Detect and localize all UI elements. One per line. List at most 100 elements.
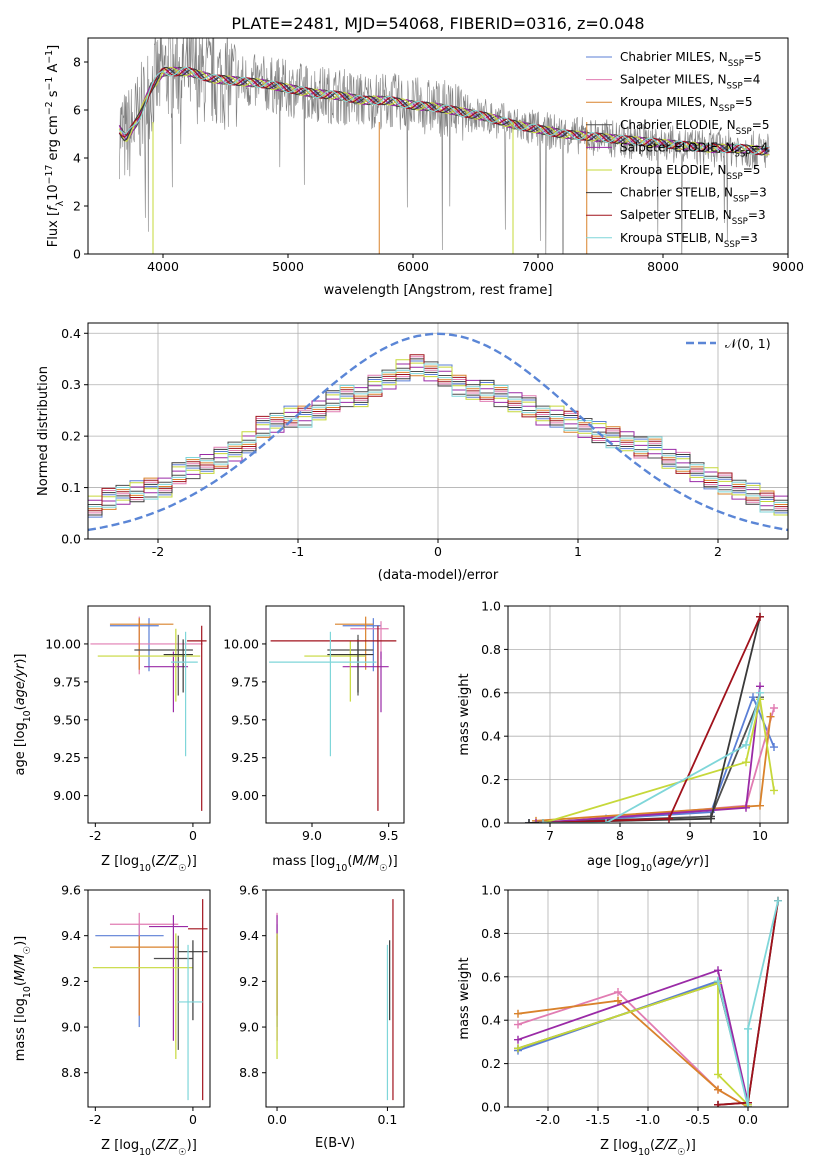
plot-area (90, 616, 207, 811)
label-part: )] (13, 653, 28, 663)
label-part: =4 (751, 140, 769, 154)
x-tick-label: -2 (89, 1112, 101, 1127)
legend-label: Kroupa ELODIE, NSSP=5 (620, 163, 760, 182)
mass-weight-marker (770, 703, 778, 712)
y-axis-label: age [log10(age/yr)] (13, 653, 33, 775)
x-tick-label: 5000 (272, 259, 304, 274)
label-part: =3 (749, 186, 767, 200)
axes-frame: 7 8 9 10 0.0 0.2 0.4 0.6 0.8 1.0 (481, 599, 789, 843)
y-tick-label: 0.8 (481, 642, 501, 657)
x-tick-label: 1 (574, 544, 582, 559)
label-part: ( (151, 1138, 156, 1153)
x-tick-label: 8000 (647, 259, 679, 274)
plot-area (118, 38, 770, 254)
label-part: =4 (743, 73, 761, 87)
x-tick-label: 7 (546, 828, 554, 843)
mass-weight-marker (614, 996, 622, 1005)
label-part: )] (388, 854, 398, 869)
y-tick-label: 9.50 (53, 712, 81, 727)
label-part: )] (686, 1138, 696, 1153)
mass-weight-marker (539, 819, 547, 823)
y-tick-label: 0.4 (61, 326, 81, 341)
legend-label: Chabrier STELIB, NSSP=3 (620, 186, 767, 205)
x-tick-label: 0 (434, 544, 442, 559)
label-part: M/M (352, 854, 379, 869)
label-part: mass [log (13, 998, 28, 1061)
mass-weight-marker (742, 758, 750, 767)
mass-weight-series-5 (542, 699, 775, 823)
legend-label: 𝒩(0, 1) (725, 336, 771, 351)
label-part: 10 (46, 184, 61, 201)
label-part: )] (187, 1138, 197, 1153)
y-tick-label: 9.75 (231, 674, 259, 689)
y-tick-label: 4 (73, 151, 81, 166)
label-part: Chabrier STELIB, N (620, 186, 733, 200)
model-spectrum-8 (119, 66, 770, 155)
axes-spine (87, 889, 211, 1108)
x-tick-label: 0.0 (267, 1112, 287, 1127)
x-axis-label: E(B-V) (315, 1136, 355, 1151)
y-tick-label: 8.8 (239, 1065, 259, 1080)
axes-spine (265, 889, 405, 1108)
label-part: Kroupa STELIB, N (620, 231, 724, 245)
label-part: Salpeter ELODIE, N (620, 140, 734, 154)
label-part: ☉ (22, 946, 33, 954)
model-spectrum-6 (118, 66, 770, 156)
y-tick-label: 0.2 (61, 429, 81, 444)
plot-area (269, 616, 397, 811)
y-tick-label: 9.4 (239, 928, 259, 943)
axes-spine (87, 37, 789, 255)
label-part: Kroupa ELODIE, N (620, 163, 727, 177)
y-tick-label: 9.00 (231, 788, 259, 803)
label-part: −2 (44, 101, 55, 115)
mass-weight-series-8 (543, 692, 761, 823)
y-tick-label: 0.4 (481, 729, 501, 744)
label-part: ☉ (379, 863, 387, 874)
residual-distribution-panel: -2 -1 0 1 2 0.0 0.1 0.2 0.3 0.4 𝒩(0, 1) (data-model… (36, 322, 789, 583)
x-tick-label: 6000 (397, 259, 429, 274)
y-tick-label: 9.0 (239, 1020, 259, 1035)
axes-frame: -2.0 -1.5 -1.0 -0.5 0.0 0.0 0.2 0.4 0.6 0.8 1.0 (481, 883, 789, 1127)
label-part: ☉ (178, 1147, 186, 1158)
y-tick-label: 2 (73, 199, 81, 214)
y-tick-label: 9.2 (61, 974, 81, 989)
y-tick-label: 9.25 (53, 750, 81, 765)
figure-title: PLATE=2481, MJD=54068, FIBERID=0316, z=0… (231, 14, 644, 33)
mass-weight-marker (714, 966, 722, 975)
label-part: 10 (22, 710, 33, 722)
y-tick-label: 0 (73, 247, 81, 262)
y-tick-label: 9.0 (61, 1020, 81, 1035)
x-tick-label: -0.5 (686, 1112, 710, 1127)
x-tick-label: 0 (189, 828, 197, 843)
x-axis-label: Z [log10(Z/Z☉)] (101, 854, 197, 874)
label-part: s (46, 90, 61, 101)
label-part: ( (13, 705, 28, 710)
label-part: SSP (727, 172, 743, 182)
y-axis-label: Flux [fλ10−17 erg cm−2 s−1 A−1] (44, 45, 66, 247)
label-part: −17 (44, 165, 55, 185)
mass-weight-marker (514, 1035, 522, 1044)
label-part: SSP (734, 149, 750, 159)
label-part: )] (13, 936, 28, 946)
y-tick-label: 6 (73, 103, 81, 118)
label-part: SSP (727, 82, 743, 92)
plot-area (92, 899, 208, 1101)
mass-weight-marker (742, 740, 750, 749)
label-part: ( (652, 854, 657, 869)
x-axis-label: age [log10(age/yr)] (587, 854, 709, 874)
y-tick-label: 0.2 (481, 1056, 501, 1071)
mass-weight-marker (742, 803, 750, 812)
plot-area (525, 612, 778, 823)
label-part: SSP (733, 195, 749, 205)
label-part: SSP (728, 59, 744, 69)
x-tick-label: 9 (686, 828, 694, 843)
axes-frame: -2 -1 0 1 2 0.0 0.1 0.2 0.3 0.4 (61, 322, 789, 559)
axes-frame: 4000 5000 6000 7000 8000 9000 0 2 4 6 8 (73, 37, 804, 274)
axes-frame: 9.0 9.5 9.00 9.25 9.50 9.75 10.00 (223, 605, 405, 843)
x-axis-label: (data-model)/error (378, 568, 499, 583)
y-tick-label: 0.1 (61, 480, 81, 495)
label-part: Z/Z (155, 854, 179, 869)
x-tick-label: 0.1 (377, 1112, 397, 1127)
label-part: ☉ (677, 1147, 685, 1158)
y-tick-label: 9.2 (239, 974, 259, 989)
